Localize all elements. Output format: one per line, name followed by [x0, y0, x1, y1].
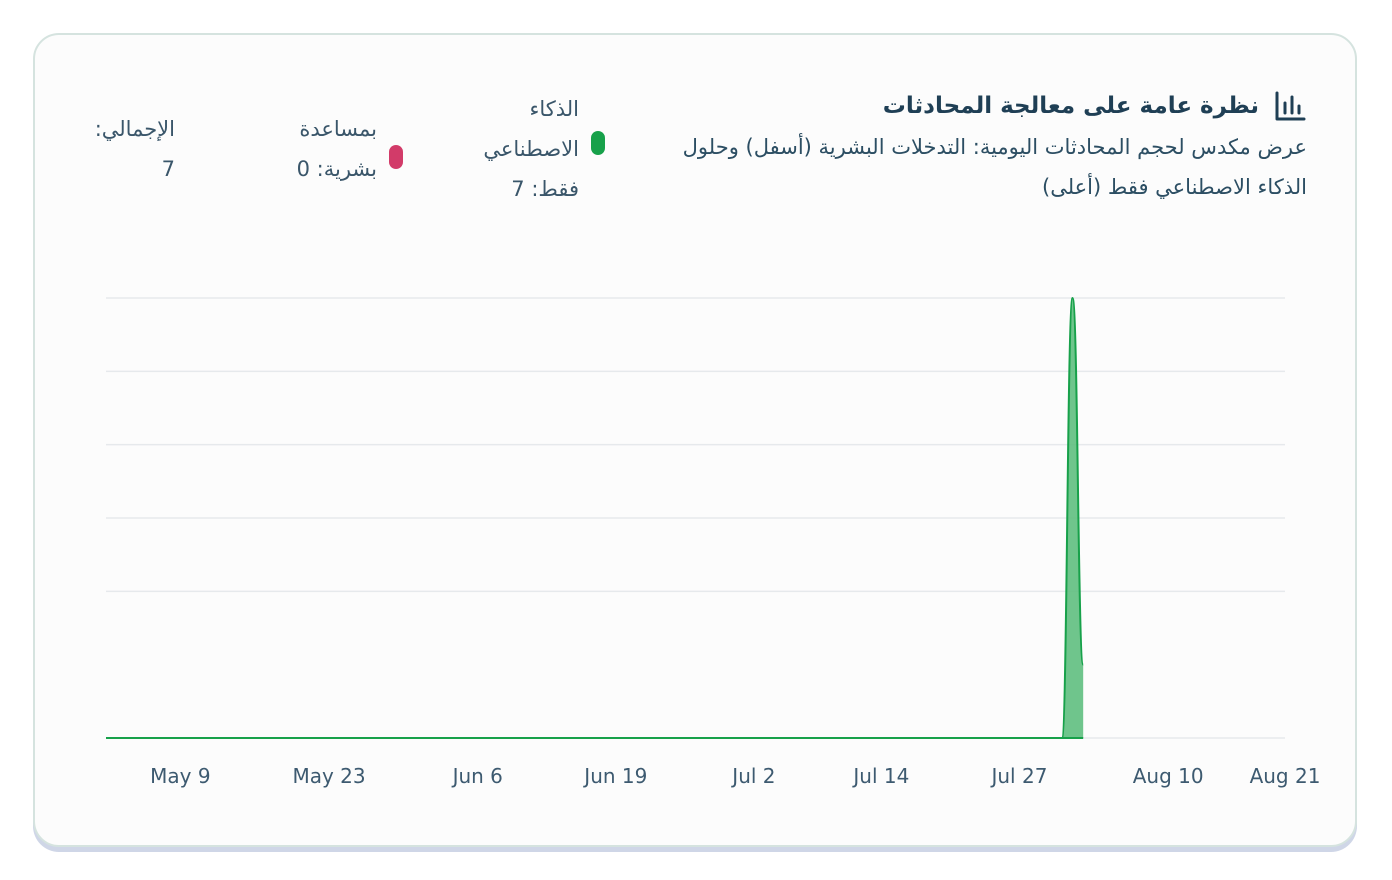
x-tick-label: Aug 21 [1250, 764, 1321, 788]
title-row: نظرة عامة على معالجة المحادثات [627, 89, 1307, 123]
x-tick-label: May 9 [150, 764, 210, 788]
legend-item-human-assisted[interactable]: بمساعدة بشرية: 0 [243, 109, 403, 189]
x-axis-ticks: May 9 May 23 Jun 6 Jun 19 Jul 2 Jul 14 Jul 27 A… [150, 764, 1320, 788]
x-tick-label: Jul 14 [851, 764, 909, 788]
bar-chart-icon [1275, 91, 1306, 121]
x-tick-label: May 23 [292, 764, 365, 788]
legend-label-human-assisted: بمساعدة بشرية: 0 [296, 117, 377, 181]
chart-legend: الذكاء الاصطناعي فقط: 7 بمساعدة بشرية: 0… [75, 89, 605, 209]
legend-swatch-human-assisted [389, 145, 403, 169]
x-tick-label: Jun 6 [451, 764, 503, 788]
chart-header: نظرة عامة على معالجة المحادثات عرض مكدس … [627, 89, 1307, 207]
legend-swatch-ai-only [591, 131, 605, 155]
chart-areas [106, 296, 1085, 740]
chart-card: نظرة عامة على معالجة المحادثات عرض مكدس … [33, 33, 1357, 847]
x-tick-label: Jun 19 [582, 764, 647, 788]
x-tick-label: Aug 10 [1133, 764, 1204, 788]
x-tick-label: Jul 2 [730, 764, 775, 788]
grid-lines [106, 297, 1285, 739]
legend-total: الإجمالي: 7 [94, 117, 175, 181]
x-tick-label: Jul 27 [989, 764, 1047, 788]
legend-item-ai-only[interactable]: الذكاء الاصطناعي فقط: 7 [445, 89, 605, 209]
chart-title: نظرة عامة على معالجة المحادثات [882, 93, 1259, 119]
chart-subtitle: عرض مكدس لحجم المحادثات اليومية: التدخلا… [682, 135, 1307, 199]
legend-label-ai-only: الذكاء الاصطناعي فقط: 7 [483, 97, 579, 201]
